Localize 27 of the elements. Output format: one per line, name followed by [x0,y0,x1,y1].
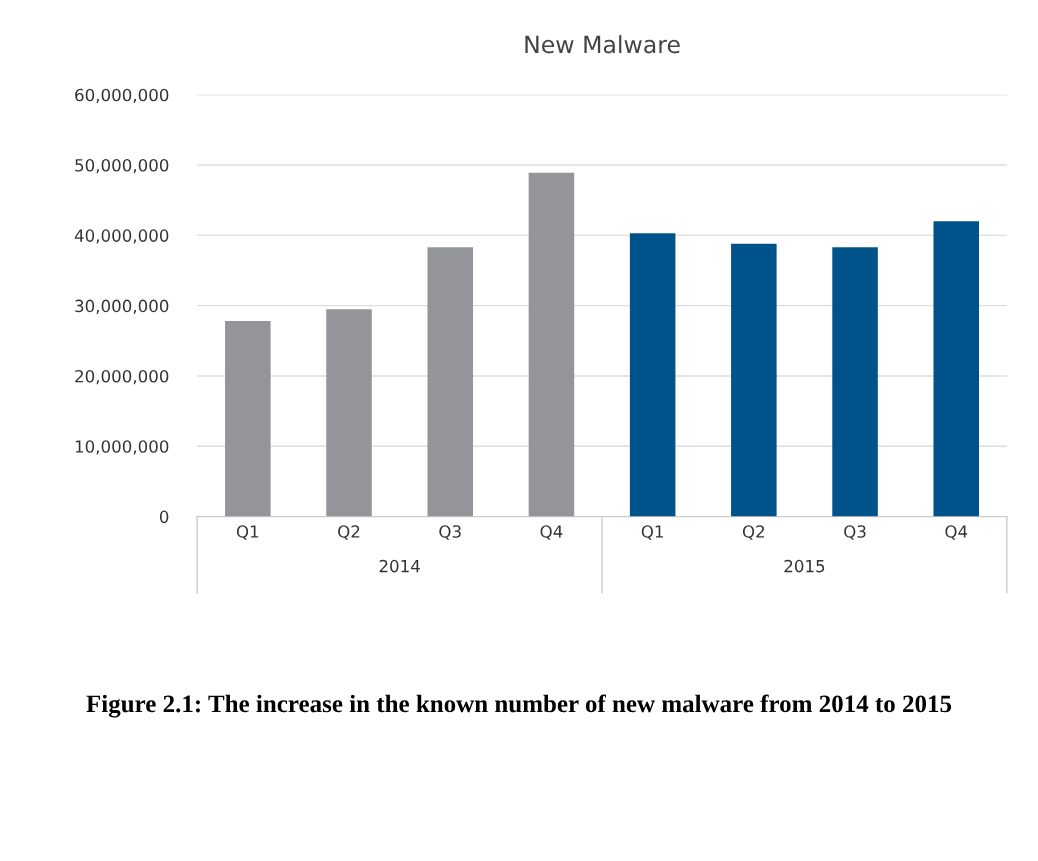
caption: Figure 2.1: The increase in the known number of new malware from 2014 to 2015 [86,694,952,718]
y-tick-label: 30,000,000 [75,299,169,314]
x-tick-label: Q4 [540,525,563,540]
y-tick-label: 20,000,000 [75,369,169,385]
bar [326,309,372,517]
x-tick-label: Q3 [844,525,866,540]
y-tick-label: 40,000,000 [74,229,169,244]
bar [528,172,575,517]
bar [731,243,777,517]
bar [427,247,473,517]
x-tick-label: Q4 [945,525,968,540]
bar [629,233,676,517]
y-tick-label: 60,000,000 [75,88,169,103]
text: 2015 [784,559,825,573]
text: 2014 [379,559,420,573]
x-tick-label: Q1 [236,525,259,540]
x-tick-label: Q2 [742,525,765,540]
x-tick-label: Q2 [338,525,360,540]
y-tick-label: 10,000,000 [75,440,169,455]
chart-title: New Malware [525,35,680,54]
bar [225,321,271,517]
x-tick-label: Q1 [641,525,663,540]
y-tick-label: 50,000,000 [75,158,169,174]
y-tick-label: 0 [159,510,169,524]
bar [832,247,878,517]
bar [933,221,980,517]
x-tick-label: Q3 [439,525,461,540]
